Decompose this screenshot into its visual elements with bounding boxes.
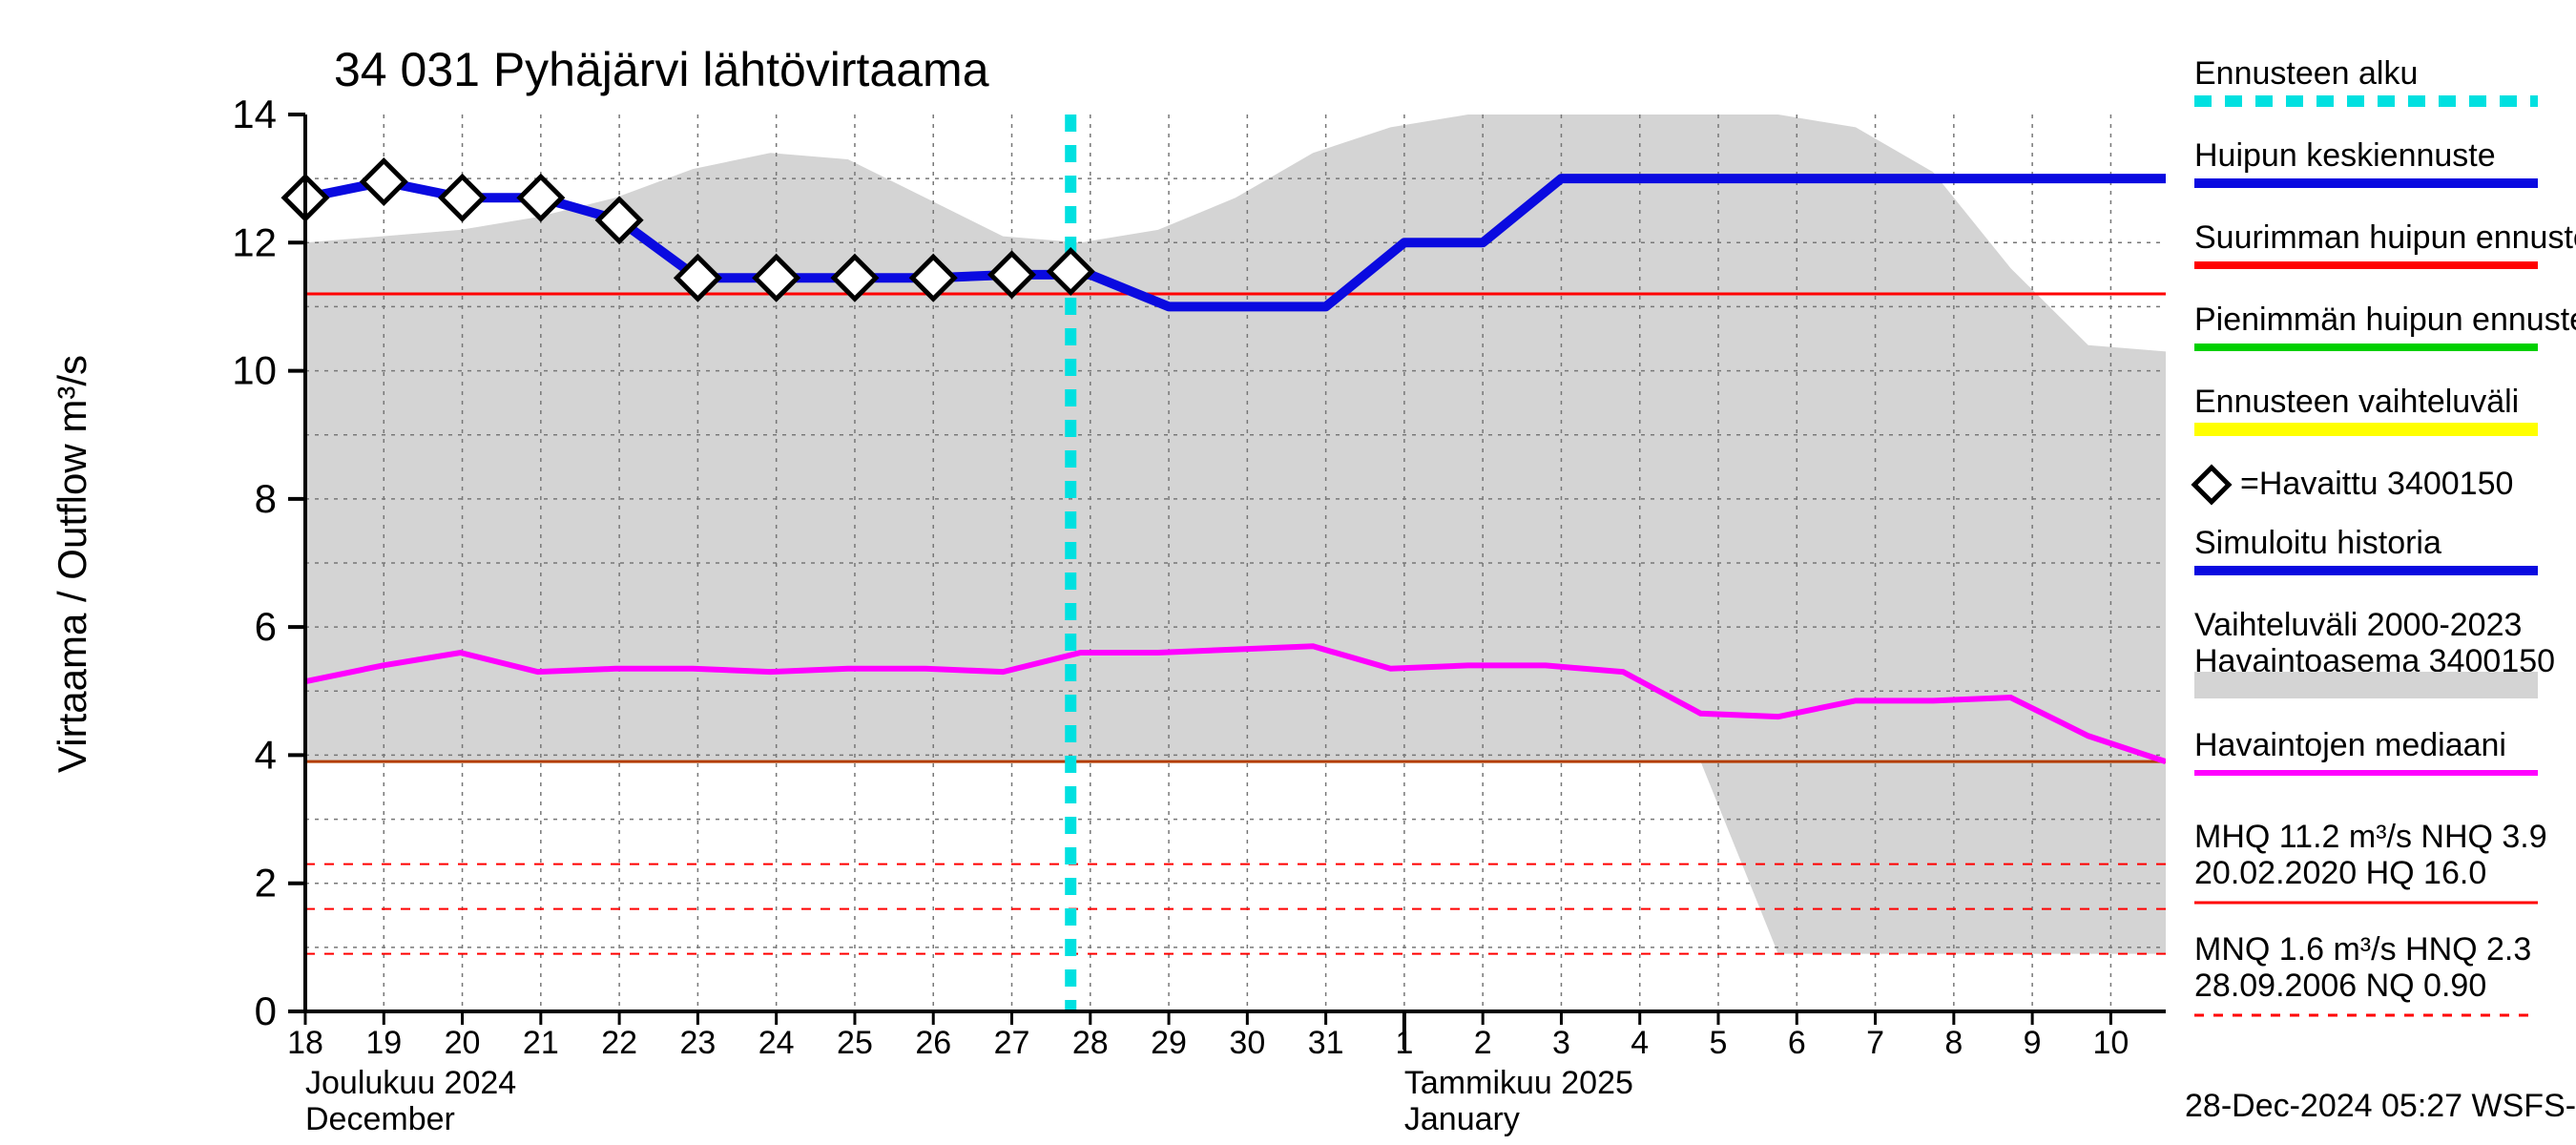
legend-label: Havaintojen mediaani bbox=[2194, 727, 2506, 763]
legend-stat-line: 20.02.2020 HQ 16.0 bbox=[2194, 855, 2486, 891]
x-tick-label: 27 bbox=[994, 1025, 1030, 1061]
legend-stat-line: MHQ 11.2 m³/s NHQ 3.9 bbox=[2194, 819, 2547, 855]
y-tick-label: 6 bbox=[255, 604, 277, 649]
chart-container: 0246810121418192021222324252627282930311… bbox=[0, 0, 2576, 1145]
footer-timestamp: 28-Dec-2024 05:27 WSFS-O bbox=[2185, 1088, 2576, 1124]
y-tick-label: 14 bbox=[232, 92, 277, 136]
x-tick-label: 23 bbox=[679, 1025, 716, 1061]
x-tick-label: 28 bbox=[1072, 1025, 1109, 1061]
month-label: December bbox=[305, 1101, 455, 1137]
x-tick-label: 21 bbox=[523, 1025, 559, 1061]
x-tick-label: 8 bbox=[1944, 1025, 1963, 1061]
x-tick-label: 26 bbox=[915, 1025, 951, 1061]
chart-svg: 0246810121418192021222324252627282930311… bbox=[0, 0, 2576, 1145]
x-tick-label: 9 bbox=[2024, 1025, 2042, 1061]
y-tick-label: 4 bbox=[255, 732, 277, 777]
y-tick-label: 2 bbox=[255, 861, 277, 906]
x-tick-label: 18 bbox=[287, 1025, 323, 1061]
x-tick-label: 31 bbox=[1308, 1025, 1344, 1061]
legend-stat-line: MNQ 1.6 m³/s HNQ 2.3 bbox=[2194, 931, 2531, 968]
x-tick-label: 20 bbox=[445, 1025, 481, 1061]
y-tick-label: 0 bbox=[255, 989, 277, 1033]
legend-stat-line: 28.09.2006 NQ 0.90 bbox=[2194, 968, 2486, 1004]
legend-label: Vaihteluväli 2000-2023 bbox=[2194, 607, 2522, 643]
x-tick-label: 29 bbox=[1151, 1025, 1187, 1061]
x-tick-label: 24 bbox=[758, 1025, 795, 1061]
x-tick-label: 6 bbox=[1788, 1025, 1806, 1061]
legend-label: Ennusteen alku bbox=[2194, 55, 2418, 92]
x-tick-label: 1 bbox=[1395, 1025, 1413, 1061]
month-label: January bbox=[1404, 1101, 1520, 1137]
x-tick-label: 22 bbox=[601, 1025, 637, 1061]
x-tick-label: 7 bbox=[1866, 1025, 1884, 1061]
y-tick-label: 10 bbox=[232, 348, 277, 393]
x-tick-label: 25 bbox=[837, 1025, 873, 1061]
x-tick-label: 4 bbox=[1631, 1025, 1649, 1061]
x-tick-label: 3 bbox=[1552, 1025, 1570, 1061]
x-tick-label: 2 bbox=[1474, 1025, 1492, 1061]
x-tick-label: 19 bbox=[365, 1025, 402, 1061]
month-label: Tammikuu 2025 bbox=[1404, 1065, 1633, 1101]
x-tick-label: 5 bbox=[1710, 1025, 1728, 1061]
y-tick-label: 12 bbox=[232, 219, 277, 264]
y-tick-label: 8 bbox=[255, 476, 277, 521]
legend-label: Simuloitu historia bbox=[2194, 525, 2441, 561]
legend-label: Suurimman huipun ennuste bbox=[2194, 219, 2576, 256]
legend-label: Pienimmän huipun ennuste bbox=[2194, 302, 2576, 338]
y-axis-label: Virtaama / Outflow m³/s bbox=[50, 355, 94, 773]
legend-label: =Havaittu 3400150 bbox=[2240, 466, 2513, 502]
x-tick-label: 30 bbox=[1229, 1025, 1265, 1061]
chart-title: 34 031 Pyhäjärvi lähtövirtaama bbox=[334, 43, 989, 96]
month-label: Joulukuu 2024 bbox=[305, 1065, 516, 1101]
legend-label: Ennusteen vaihteluväli bbox=[2194, 384, 2519, 420]
legend-area-swatch bbox=[2194, 672, 2538, 698]
legend-label: Huipun keskiennuste bbox=[2194, 137, 2496, 174]
x-tick-label: 10 bbox=[2092, 1025, 2129, 1061]
